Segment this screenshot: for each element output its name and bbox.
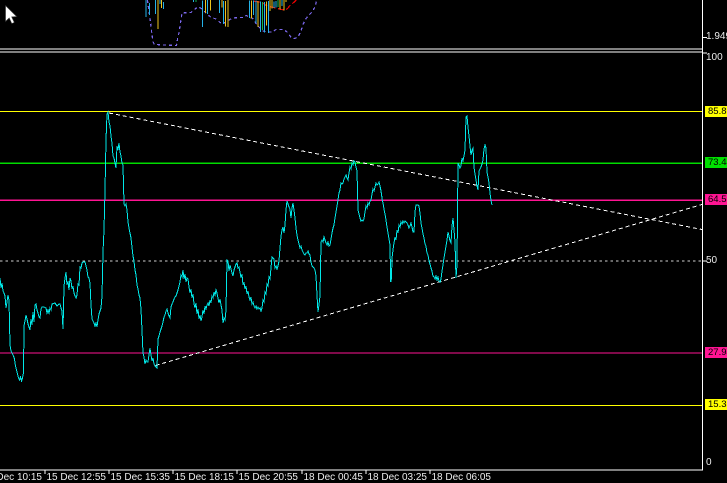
indicator-line bbox=[0, 110, 493, 383]
envelope-band-line bbox=[146, 0, 318, 47]
level-tag-64: 64.59 bbox=[705, 194, 727, 206]
price-pane[interactable] bbox=[145, 0, 318, 47]
time-label-4: 15 Dec 20:55 bbox=[238, 471, 299, 483]
red-ma-line bbox=[253, 0, 297, 11]
time-label-6: 18 Dec 03:25 bbox=[367, 471, 428, 483]
time-label-7: 18 Dec 06:05 bbox=[431, 471, 492, 483]
chart-frame bbox=[0, 0, 707, 474]
level-tag-85: 85.88 bbox=[705, 105, 727, 117]
trendline-upper[interactable] bbox=[108, 112, 703, 230]
scale-label-100: 100 bbox=[706, 52, 723, 63]
level-tag-73: 73.44 bbox=[705, 157, 727, 169]
level-tag-27: 27.94 bbox=[705, 347, 727, 359]
scale-label-0: 0 bbox=[706, 456, 712, 468]
time-label-2: 15 Dec 15:35 bbox=[110, 471, 171, 483]
time-label-0: 15 Dec 10:15 bbox=[0, 471, 42, 483]
time-label-5: 18 Dec 00:45 bbox=[303, 471, 364, 483]
indicator-pane[interactable] bbox=[0, 110, 703, 406]
time-label-1: 15 Dec 12:55 bbox=[46, 471, 107, 483]
scale-label-50: 50 bbox=[706, 254, 718, 266]
mouse-cursor-icon bbox=[5, 5, 18, 25]
price-label-last: 1.949 bbox=[706, 31, 727, 42]
time-label-3: 15 Dec 18:15 bbox=[174, 471, 235, 483]
cursor-arrow-shape bbox=[5, 5, 18, 25]
trendline-lower[interactable] bbox=[155, 204, 703, 366]
level-tag-15: 15.38 bbox=[705, 399, 727, 411]
